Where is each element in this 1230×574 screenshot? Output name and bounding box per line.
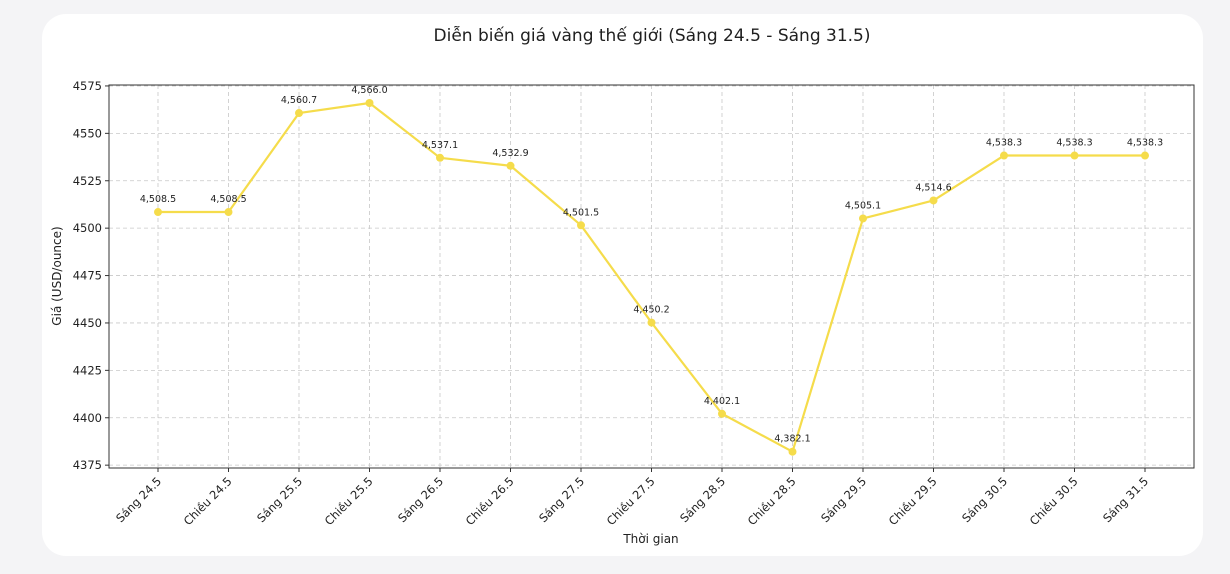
x-tick-label: Sáng 26.5 bbox=[395, 474, 446, 525]
x-tick-label: Chiều 27.5 bbox=[604, 474, 658, 528]
data-label: 4,566.0 bbox=[351, 85, 387, 96]
data-point bbox=[1000, 151, 1008, 160]
data-label: 4,508.5 bbox=[210, 194, 246, 205]
data-point bbox=[788, 447, 797, 456]
data-point bbox=[718, 409, 726, 418]
data-label: 4,532.9 bbox=[492, 148, 528, 159]
y-axis-title: Giá (USD/ounce) bbox=[50, 226, 64, 325]
chart-card bbox=[42, 14, 1203, 556]
data-point bbox=[647, 318, 656, 327]
x-tick-label: Chiều 26.5 bbox=[463, 474, 517, 528]
data-label: 4,538.3 bbox=[1127, 138, 1163, 149]
x-tick-label: Sáng 25.5 bbox=[254, 474, 305, 525]
chart-title: Diễn biến giá vàng thế giới (Sáng 24.5 -… bbox=[434, 25, 871, 46]
x-tick-label: Sáng 24.5 bbox=[113, 474, 164, 525]
y-tick-label: 4375 bbox=[73, 458, 102, 472]
data-point bbox=[154, 208, 162, 217]
x-tick-label: Sáng 31.5 bbox=[1100, 474, 1151, 525]
y-tick-label: 4525 bbox=[73, 174, 102, 188]
data-label: 4,560.7 bbox=[281, 95, 317, 106]
grid bbox=[109, 85, 1194, 468]
y-tick-label: 4500 bbox=[73, 221, 102, 235]
data-point bbox=[1141, 151, 1149, 160]
y-axis: 4375 4400 4425 4450 4475 4500 4525 4550 4575 bbox=[73, 79, 109, 472]
x-tick-label: Chiều 24.5 bbox=[181, 474, 235, 528]
data-point bbox=[577, 221, 585, 230]
data-point bbox=[1070, 151, 1079, 160]
x-tick-label: Chiều 28.5 bbox=[745, 474, 799, 528]
x-axis: Sáng 24.5 Chiều 24.5 Sáng 25.5 Chiều 25.5 Sá… bbox=[113, 468, 1151, 528]
x-tick-label: Sáng 29.5 bbox=[818, 474, 869, 525]
x-tick-label: Sáng 28.5 bbox=[677, 474, 728, 525]
data-label: 4,450.2 bbox=[633, 305, 669, 316]
data-point bbox=[929, 196, 938, 205]
y-tick-label: 4450 bbox=[73, 316, 102, 330]
x-axis-title: Thời gian bbox=[622, 532, 678, 546]
data-label: 4,538.3 bbox=[1056, 138, 1092, 149]
data-label: 4,505.1 bbox=[845, 200, 881, 211]
x-tick-label: Chiều 29.5 bbox=[886, 474, 940, 528]
x-tick-label: Chiều 30.5 bbox=[1027, 474, 1081, 528]
data-point bbox=[295, 109, 303, 118]
data-point bbox=[506, 161, 515, 170]
data-points bbox=[154, 99, 1149, 456]
data-point bbox=[365, 99, 374, 108]
data-point bbox=[859, 214, 867, 223]
x-tick-label: Chiều 25.5 bbox=[322, 474, 376, 528]
data-labels: 4,508.5 4,508.5 4,560.7 4,566.0 4,537.1 4,532… bbox=[140, 85, 1163, 445]
data-label: 4,508.5 bbox=[140, 194, 176, 205]
data-label: 4,501.5 bbox=[563, 207, 599, 218]
y-tick-label: 4475 bbox=[73, 269, 102, 283]
x-tick-label: Sáng 27.5 bbox=[536, 474, 587, 525]
y-tick-label: 4575 bbox=[73, 79, 102, 93]
data-label: 4,382.1 bbox=[774, 434, 810, 445]
data-point bbox=[224, 208, 233, 217]
y-tick-label: 4550 bbox=[73, 126, 102, 140]
data-label: 4,537.1 bbox=[422, 140, 458, 151]
y-tick-label: 4425 bbox=[73, 363, 102, 377]
data-point bbox=[436, 153, 444, 162]
x-tick-label: Sáng 30.5 bbox=[959, 474, 1010, 525]
y-tick-label: 4400 bbox=[73, 411, 102, 425]
data-label: 4,514.6 bbox=[915, 182, 951, 193]
data-label: 4,402.1 bbox=[704, 396, 740, 407]
data-label: 4,538.3 bbox=[986, 138, 1022, 149]
